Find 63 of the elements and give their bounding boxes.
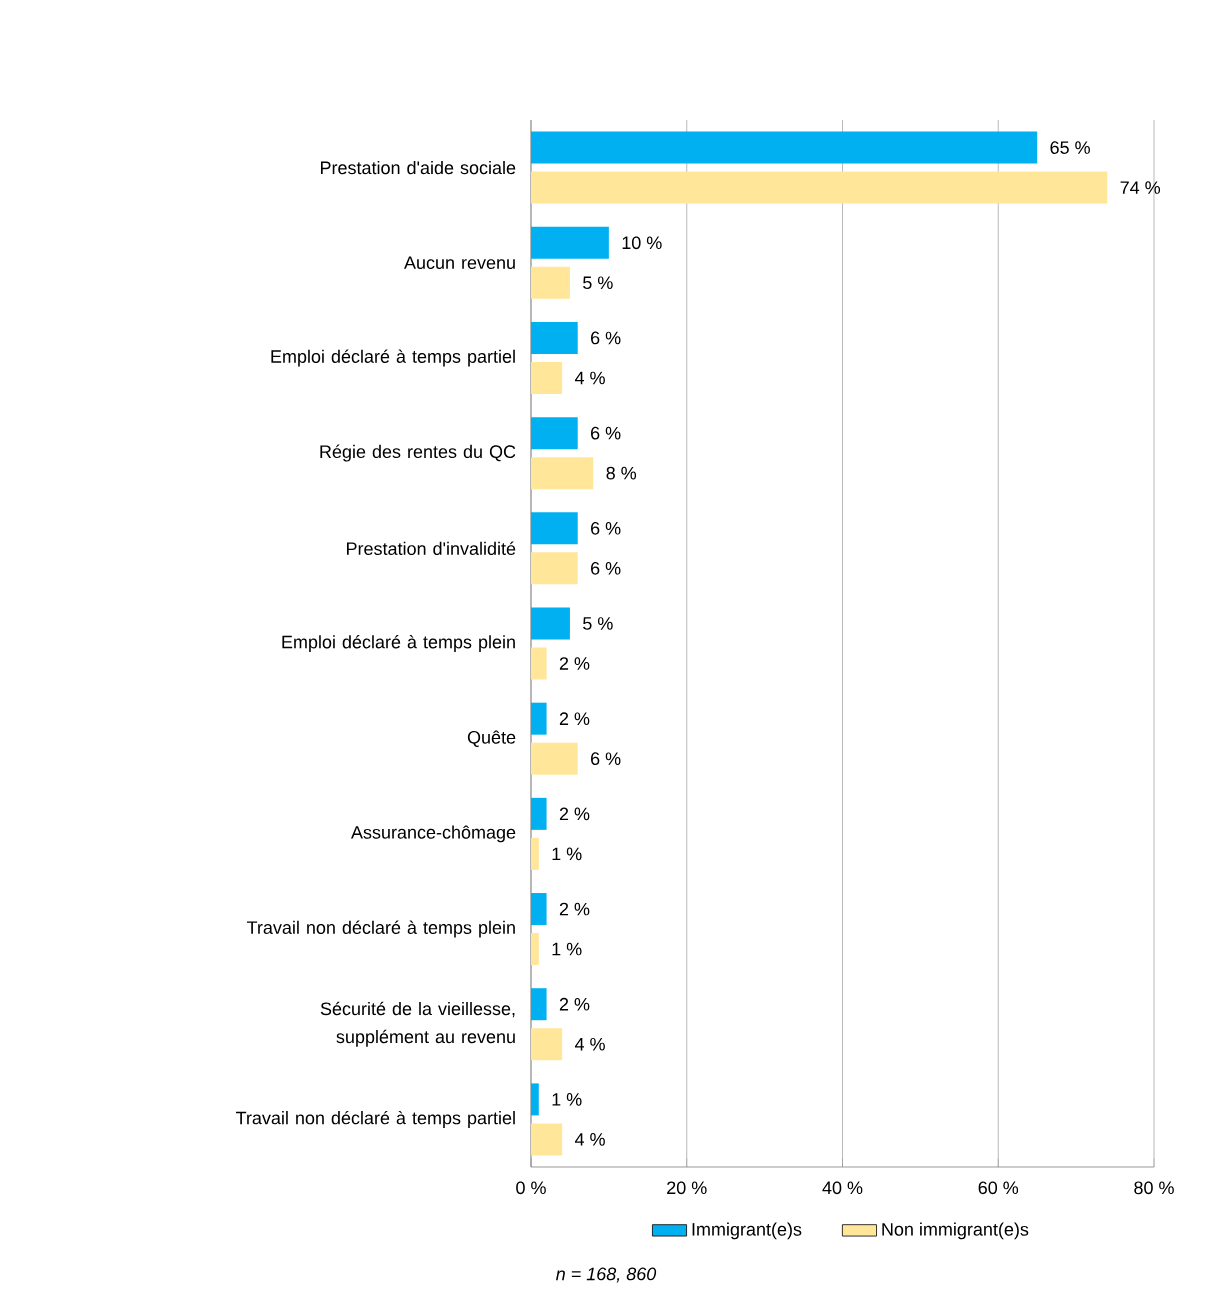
x-tick-label: 60 % [978, 1181, 1019, 1195]
x-tick-label: 20 % [667, 1181, 707, 1195]
bar [531, 321, 578, 354]
x-tick-label: 80 % [1134, 1181, 1174, 1195]
bar [531, 1028, 563, 1061]
data-label: 5 % [583, 617, 613, 630]
y-tick-label: Aucun revenu [404, 256, 515, 270]
text: n = 168, 860 [556, 1267, 657, 1283]
y-tick-label: Emploi déclaré à temps plein [282, 634, 515, 652]
data-label: 1 % [552, 942, 582, 956]
bar [531, 647, 547, 680]
y-tick-label: Assurance-chômage [351, 825, 516, 843]
data-label: 65 % [1050, 141, 1090, 154]
legend-label: Non immigrant(e)s [882, 1222, 1029, 1240]
data-label: 2 % [559, 997, 590, 1011]
data-label: 6 % [591, 331, 621, 345]
bar [531, 837, 539, 870]
bar [531, 552, 578, 585]
data-label: 10 % [622, 236, 662, 250]
bar [531, 266, 570, 299]
bar [531, 1123, 563, 1156]
bar [531, 933, 539, 966]
bar [531, 797, 547, 830]
bar [531, 131, 1038, 164]
data-label: 6 % [591, 752, 621, 766]
bar [531, 742, 578, 775]
bar [531, 417, 578, 450]
y-tick-label: Régie des rentes du QC [320, 444, 516, 462]
bar [531, 607, 570, 640]
data-label: 6 % [591, 521, 621, 535]
x-tick-label: 40 % [822, 1181, 863, 1195]
data-label: 6 % [591, 561, 621, 575]
x-tick-label: 0 % [516, 1181, 546, 1195]
data-label: 1 % [552, 1093, 582, 1106]
bar [531, 1083, 539, 1116]
data-label: 2 % [559, 902, 590, 916]
bar [531, 512, 578, 545]
y-tick-label: Prestation d'invalidité [347, 541, 516, 556]
bar [531, 226, 609, 259]
y-tick-label: Quête [467, 730, 516, 747]
y-tick-label: Travail non déclaré à temps partiel [236, 1110, 515, 1128]
bar [531, 702, 547, 735]
y-tick-label: Emploi déclaré à temps partiel [271, 349, 515, 367]
data-label: 5 % [583, 276, 613, 290]
data-label: 8 % [606, 466, 637, 480]
bar [531, 893, 547, 926]
legend-label: Immigrant(e)s [692, 1222, 802, 1240]
data-label: 4 % [574, 1037, 605, 1051]
bar [531, 457, 594, 490]
data-label: 2 % [559, 657, 590, 670]
data-label: 2 % [559, 807, 590, 821]
y-tick-label: Travail non déclaré à temps plein [247, 920, 515, 938]
data-label: 1 % [552, 847, 582, 861]
bar [531, 361, 563, 394]
data-label: 74 % [1120, 181, 1161, 194]
data-label: 4 % [574, 1133, 605, 1146]
data-label: 2 % [559, 712, 590, 725]
data-label: 4 % [574, 371, 605, 385]
data-label: 6 % [591, 426, 621, 440]
y-tick-label: Sécurité de la vieillesse, supplément au revenu [320, 1001, 515, 1047]
bar [531, 171, 1108, 204]
y-tick-label: Prestation d'aide sociale [320, 160, 516, 175]
bar [531, 988, 547, 1021]
